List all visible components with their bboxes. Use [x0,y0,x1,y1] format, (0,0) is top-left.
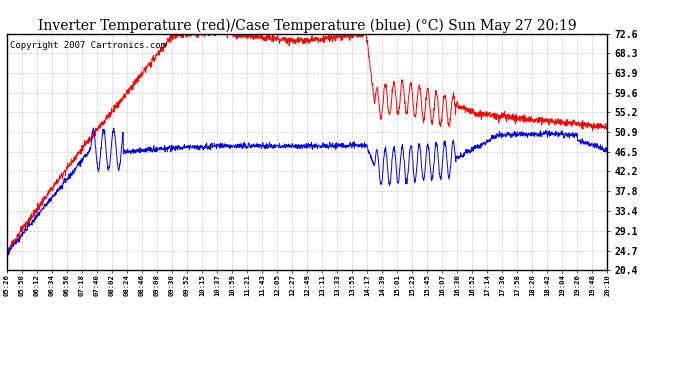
Title: Inverter Temperature (red)/Case Temperature (blue) (°C) Sun May 27 20:19: Inverter Temperature (red)/Case Temperat… [38,18,576,33]
Text: Copyright 2007 Cartronics.com: Copyright 2007 Cartronics.com [10,41,166,50]
